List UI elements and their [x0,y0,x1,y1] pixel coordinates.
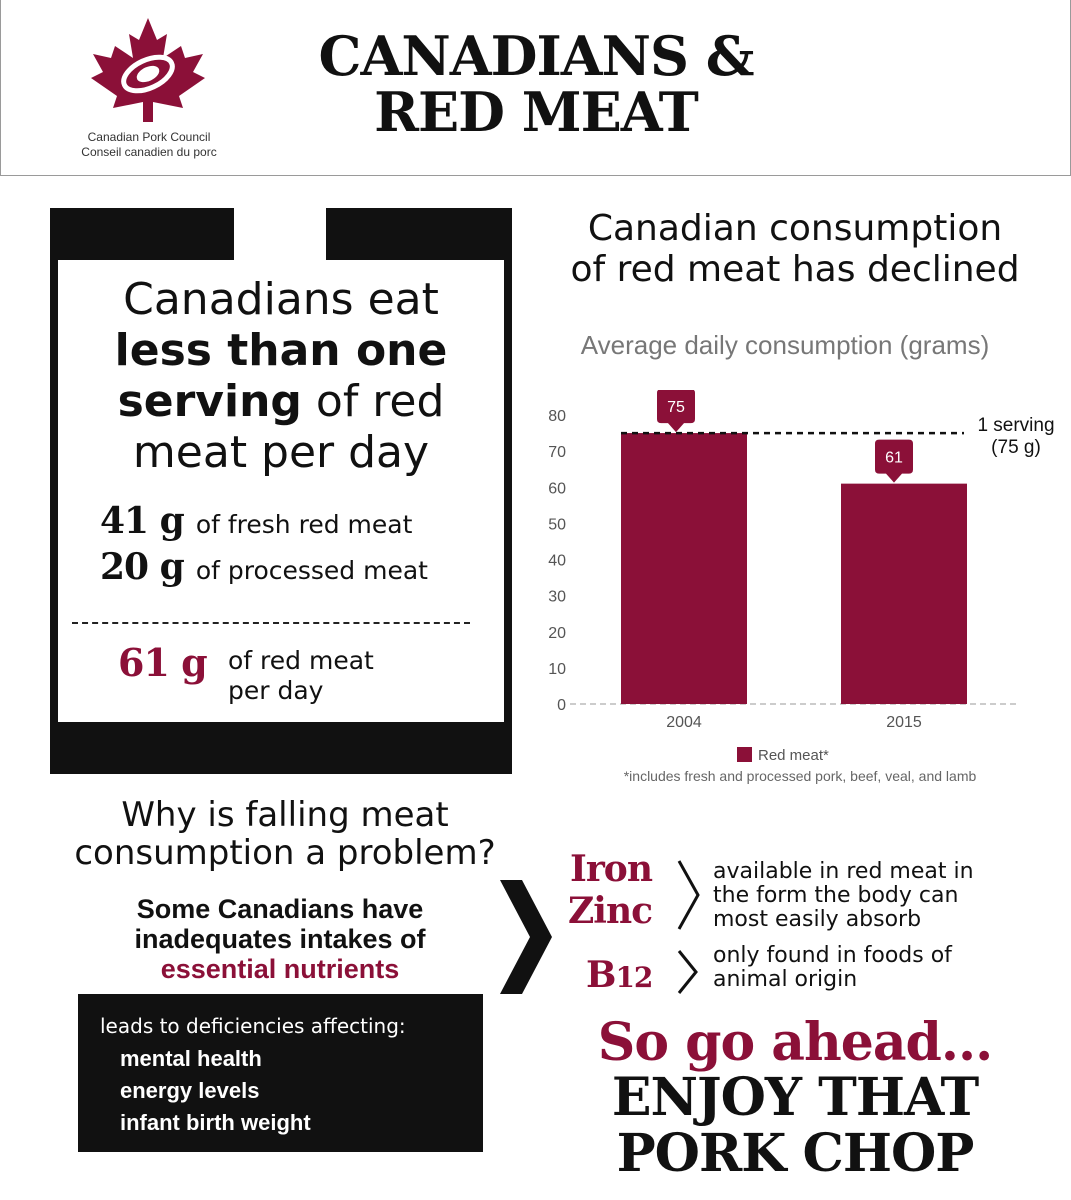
total-meat-label-line2: per day [228,676,324,705]
y-tick-label: 80 [548,408,566,425]
y-tick-label: 40 [548,553,566,570]
iron-zinc-desc-line1: available in red meat in [713,859,974,884]
problem-title-line2: consumption a problem? [74,833,496,873]
card-notch [234,208,326,260]
problem-text-line2: inadequates intakes of [134,924,426,954]
data-label-callout [875,439,913,483]
b12-desc-line1: only found in foods of [713,943,952,968]
maple-leaf-icon [91,18,205,122]
chart-footnote: *includes fresh and processed pork, beef… [623,768,977,784]
data-label: 61 [885,450,903,467]
page-title-line2: RED MEAT [374,80,699,144]
card-headline-line3: of red [301,376,445,427]
nutrient-b12: B12 [586,954,653,996]
deficiency-item: infant birth weight [120,1110,311,1135]
serving-card [58,260,504,722]
enjoy-line: ENJOY THAT [611,1067,979,1128]
problem-title: Why is falling meat consumption a proble… [30,796,540,872]
problem-text: Some Canadians have inadequates intakes … [80,894,480,984]
deficiency-item: mental health [120,1046,262,1071]
problem-title-line1: Why is falling meat [121,795,449,835]
fresh-meat-value: 41 g [100,500,185,542]
page-title: CANADIANS & RED MEAT [301,28,771,140]
card-headline-serving: serving [117,376,302,427]
problem-text-line1: Some Canadians have [136,894,424,924]
iron-zinc-desc-line2: the form the body can [713,883,959,908]
nutrient-iron: Iron [570,848,653,890]
chart-heading: Canadian consumption of red meat has dec… [540,208,1050,290]
processed-meat-label: of processed meat [195,556,428,585]
pork-chop-line: PORK CHOP [616,1123,975,1184]
bar-2015 [841,483,967,704]
total-meat-label: of red meat per day [228,646,374,706]
bar-2004 [621,433,747,704]
data-label: 75 [667,399,685,416]
deficiencies-box: leads to deficiencies affecting: mental … [78,994,483,1152]
card-headline: Canadians eat less than one serving of r… [58,274,504,478]
bar-chart: 0 10 20 30 40 50 60 70 80 2004 2015 1 serving(75 g)… [548,390,1055,764]
iron-zinc-desc-line3: most easily absorb [713,907,922,932]
chart-title: Average daily consumption (grams) [580,330,990,360]
chevron-right-icon [677,950,698,994]
total-meat-value: 61 g [118,640,208,685]
b12-desc-line2: animal origin [713,967,858,992]
page-title-line1: CANADIANS & [318,24,754,88]
fresh-meat-label: of fresh red meat [195,510,413,539]
chart-heading-line2: of red meat has declined [570,249,1020,290]
iron-zinc-description: available in red meat in the form the bo… [713,860,974,932]
b12-description: only found in foods of animal origin [713,944,952,992]
data-label-callout [657,390,695,433]
y-tick-label: 20 [548,625,566,642]
y-tick-label: 50 [548,516,566,533]
chevron-right-icon [677,860,700,930]
y-tick-label: 10 [548,661,566,678]
legend-swatch [737,747,752,762]
card-headline-line1: Canadians eat [123,274,439,325]
y-tick-label: 60 [548,480,566,497]
nutrient-zinc: Zinc [568,890,653,932]
y-tick-label: 0 [557,697,566,714]
x-tick-label: 2004 [666,714,702,731]
y-tick-label: 30 [548,589,566,606]
x-tick-label: 2015 [886,714,922,731]
processed-meat-stat: 20 g of processed meat [100,546,428,592]
nutrient-b12-letter: B [586,954,616,996]
deficiencies-lead: leads to deficiencies affecting: [100,1014,406,1038]
fresh-meat-stat: 41 g of fresh red meat [100,500,412,546]
go-ahead-text: So go ahead... [597,1012,993,1073]
serving-reference-value: (75 g) [991,437,1041,458]
card-headline-line4: meat per day [132,427,430,478]
processed-meat-value: 20 g [100,546,185,588]
y-tick-label: 70 [548,444,566,461]
header-banner: Canadian Pork Council Conseil canadien d… [0,0,1071,176]
logo: Canadian Pork Council Conseil canadien d… [69,14,229,164]
org-name-fr: Conseil canadien du porc [81,145,217,159]
card-headline-line2: less than one [114,325,448,376]
org-name-en: Canadian Pork Council [87,130,211,144]
nutrient-b12-number: 12 [615,961,653,994]
deficiency-item: energy levels [120,1078,260,1103]
chart-heading-line1: Canadian consumption [587,208,1003,249]
card-divider [72,622,470,624]
enjoy-text: ENJOY THAT PORK CHOP [580,1070,1010,1182]
problem-text-line3: essential nutrients [160,954,400,984]
total-meat-label-line1: of red meat [228,646,374,675]
chevron-right-icon [500,880,552,994]
serving-reference-label: 1 serving [977,415,1054,436]
legend-label: Red meat* [758,747,829,764]
